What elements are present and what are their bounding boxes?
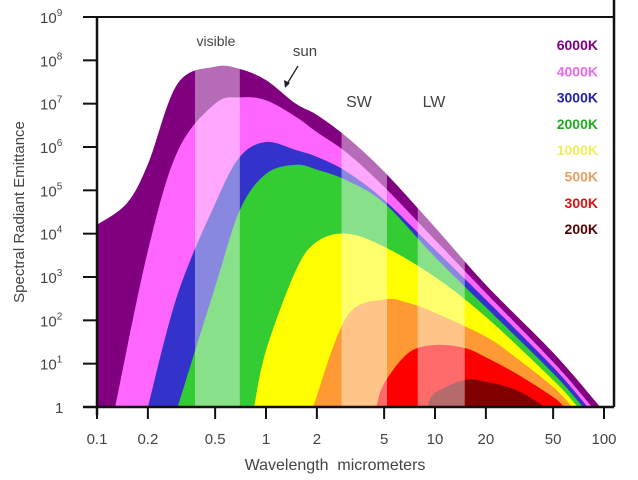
x-tick-label: 100 — [591, 431, 616, 448]
legend: 6000K 4000K 3000K 2000K 1000K 500K 300K 200K — [557, 37, 598, 237]
y-tick-label: 1 — [55, 400, 63, 417]
y-tick-exponent: 6 — [57, 138, 63, 149]
sun-annotation: sun — [293, 43, 317, 60]
legend-item-2000k: 2000K — [557, 116, 598, 132]
band-label-sw: SW — [346, 94, 373, 111]
y-tick-base: 10 — [40, 227, 57, 244]
y-tick-base: 10 — [40, 97, 57, 114]
legend-item-500k: 500K — [565, 169, 598, 185]
y-tick-exponent: 8 — [57, 51, 63, 62]
y-tick-label: 105 — [40, 181, 63, 200]
x-tick-label: 2 — [313, 431, 321, 448]
x-tick-label: 10 — [427, 431, 444, 448]
y-tick-base: 10 — [40, 270, 57, 287]
legend-item-200k: 200K — [565, 221, 598, 237]
x-tick-label: 0.1 — [87, 431, 108, 448]
legend-item-1000k: 1000K — [557, 142, 598, 158]
y-tick-label: 103 — [40, 268, 63, 287]
y-tick-exponent: 4 — [57, 225, 63, 236]
band-lw — [417, 65, 465, 407]
band-label-lw: LW — [423, 94, 447, 111]
y-tick-exponent: 5 — [57, 181, 63, 192]
y-tick-base: 1 — [55, 400, 63, 417]
x-tick-label: 0.2 — [137, 431, 158, 448]
series-areas — [97, 65, 601, 407]
band-label-visible: visible — [197, 33, 236, 49]
legend-item-4000k: 4000K — [557, 63, 598, 79]
y-tick-base: 10 — [40, 357, 57, 374]
band-visible — [194, 65, 240, 407]
y-tick-label: 108 — [40, 51, 63, 70]
area-200k — [427, 379, 546, 407]
y-tick-label: 107 — [40, 95, 63, 114]
x-tick-label: 1 — [262, 431, 270, 448]
y-tick-exponent: 7 — [57, 95, 63, 106]
y-tick-base: 10 — [40, 140, 57, 157]
y-tick-label: 101 — [40, 355, 63, 374]
y-tick-exponent: 1 — [57, 355, 63, 366]
x-axis-title: Wavelength micrometers — [245, 457, 426, 474]
band-sw — [341, 65, 388, 407]
x-tick-label: 20 — [478, 431, 495, 448]
legend-item-3000k: 3000K — [557, 90, 598, 106]
y-tick-label: 102 — [40, 311, 63, 330]
y-tick-exponent: 2 — [57, 311, 63, 322]
y-tick-label: 104 — [40, 225, 63, 244]
legend-item-6000k: 6000K — [557, 37, 598, 53]
y-tick-base: 10 — [40, 10, 57, 27]
y-tick-label: 109 — [40, 8, 63, 27]
y-tick-exponent: 3 — [57, 268, 63, 279]
y-tick-label: 106 — [40, 138, 63, 157]
y-tick-base: 10 — [40, 313, 57, 330]
legend-item-300k: 300K — [565, 195, 598, 211]
x-tick-label: 50 — [545, 431, 562, 448]
y-tick-base: 10 — [40, 183, 57, 200]
y-tick-exponent: 9 — [57, 8, 63, 19]
x-tick-label: 0.5 — [205, 431, 226, 448]
y-axis-title: Spectral Radiant Emittance — [11, 121, 28, 303]
sun-arrow-icon — [286, 65, 299, 85]
y-tick-base: 10 — [40, 53, 57, 70]
x-tick-label: 5 — [380, 431, 388, 448]
sun-arrowhead-icon — [284, 80, 290, 88]
